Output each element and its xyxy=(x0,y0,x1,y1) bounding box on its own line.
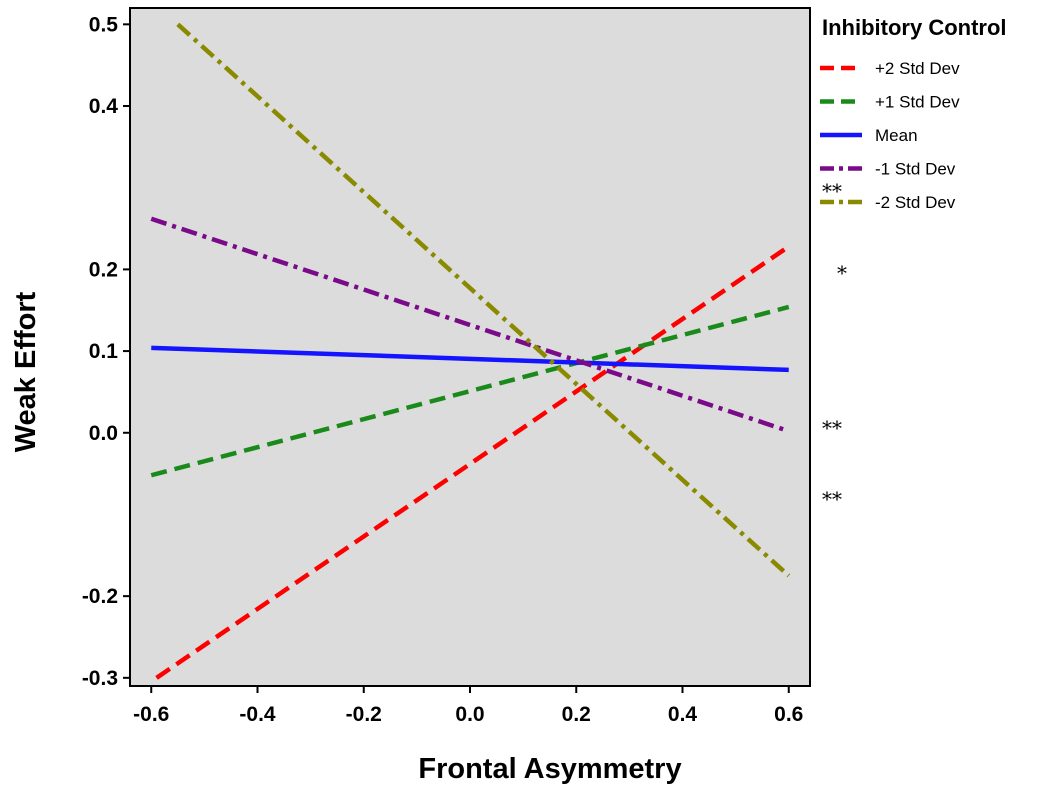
series-line-3 xyxy=(150,216,790,434)
series-lines xyxy=(150,22,791,680)
legend-label-4: -2 Std Dev xyxy=(875,193,956,212)
legend-title: Inhibitory Control xyxy=(822,15,1007,40)
x-tick-label: 0.6 xyxy=(774,703,803,726)
x-tick-label: -0.2 xyxy=(346,703,382,726)
x-tick-label: 0.2 xyxy=(562,703,591,726)
legend-label-2: Mean xyxy=(875,126,918,145)
legend-label-1: +1 Std Dev xyxy=(875,93,960,112)
annotation-3: ** xyxy=(822,416,842,440)
y-tick-label: 0.2 xyxy=(89,258,118,281)
y-tick-label: 0.0 xyxy=(89,422,118,445)
y-tick-label: -0.2 xyxy=(82,585,118,608)
legend: Inhibitory Control +2 Std Dev +1 Std Dev M… xyxy=(820,15,1007,212)
y-tick-label: -0.3 xyxy=(82,667,118,690)
y-tick-label: 0.4 xyxy=(89,95,119,118)
annotation-1: ** xyxy=(822,179,842,203)
y-axis-title: Weak Effort xyxy=(10,291,42,452)
significance-annotations: ** * ** ** xyxy=(822,179,847,511)
plot-area xyxy=(129,7,811,687)
legend-label-0: +2 Std Dev xyxy=(875,59,960,78)
x-tick-label: 0.0 xyxy=(455,703,484,726)
x-tick-label: -0.6 xyxy=(133,703,169,726)
y-axis: -0.3 -0.2 0.0 0.1 0.2 0.4 0.5 xyxy=(82,13,130,690)
series-line-0 xyxy=(155,244,791,680)
series-line-4 xyxy=(176,22,791,578)
x-tick-label: -0.4 xyxy=(239,703,276,726)
annotation-4: ** xyxy=(822,487,842,511)
x-tick-label: 0.4 xyxy=(668,703,698,726)
annotation-2: * xyxy=(837,261,847,285)
legend-label-3: -1 Std Dev xyxy=(875,160,956,179)
x-axis: -0.6 -0.4 -0.2 0.0 0.2 0.4 0.6 xyxy=(133,686,803,726)
y-tick-label: 0.5 xyxy=(89,13,119,36)
x-axis-title: Frontal Asymmetry xyxy=(418,753,681,785)
series-line-1 xyxy=(150,304,790,478)
y-tick-label: 0.1 xyxy=(89,340,119,363)
series-line-2 xyxy=(151,345,789,373)
